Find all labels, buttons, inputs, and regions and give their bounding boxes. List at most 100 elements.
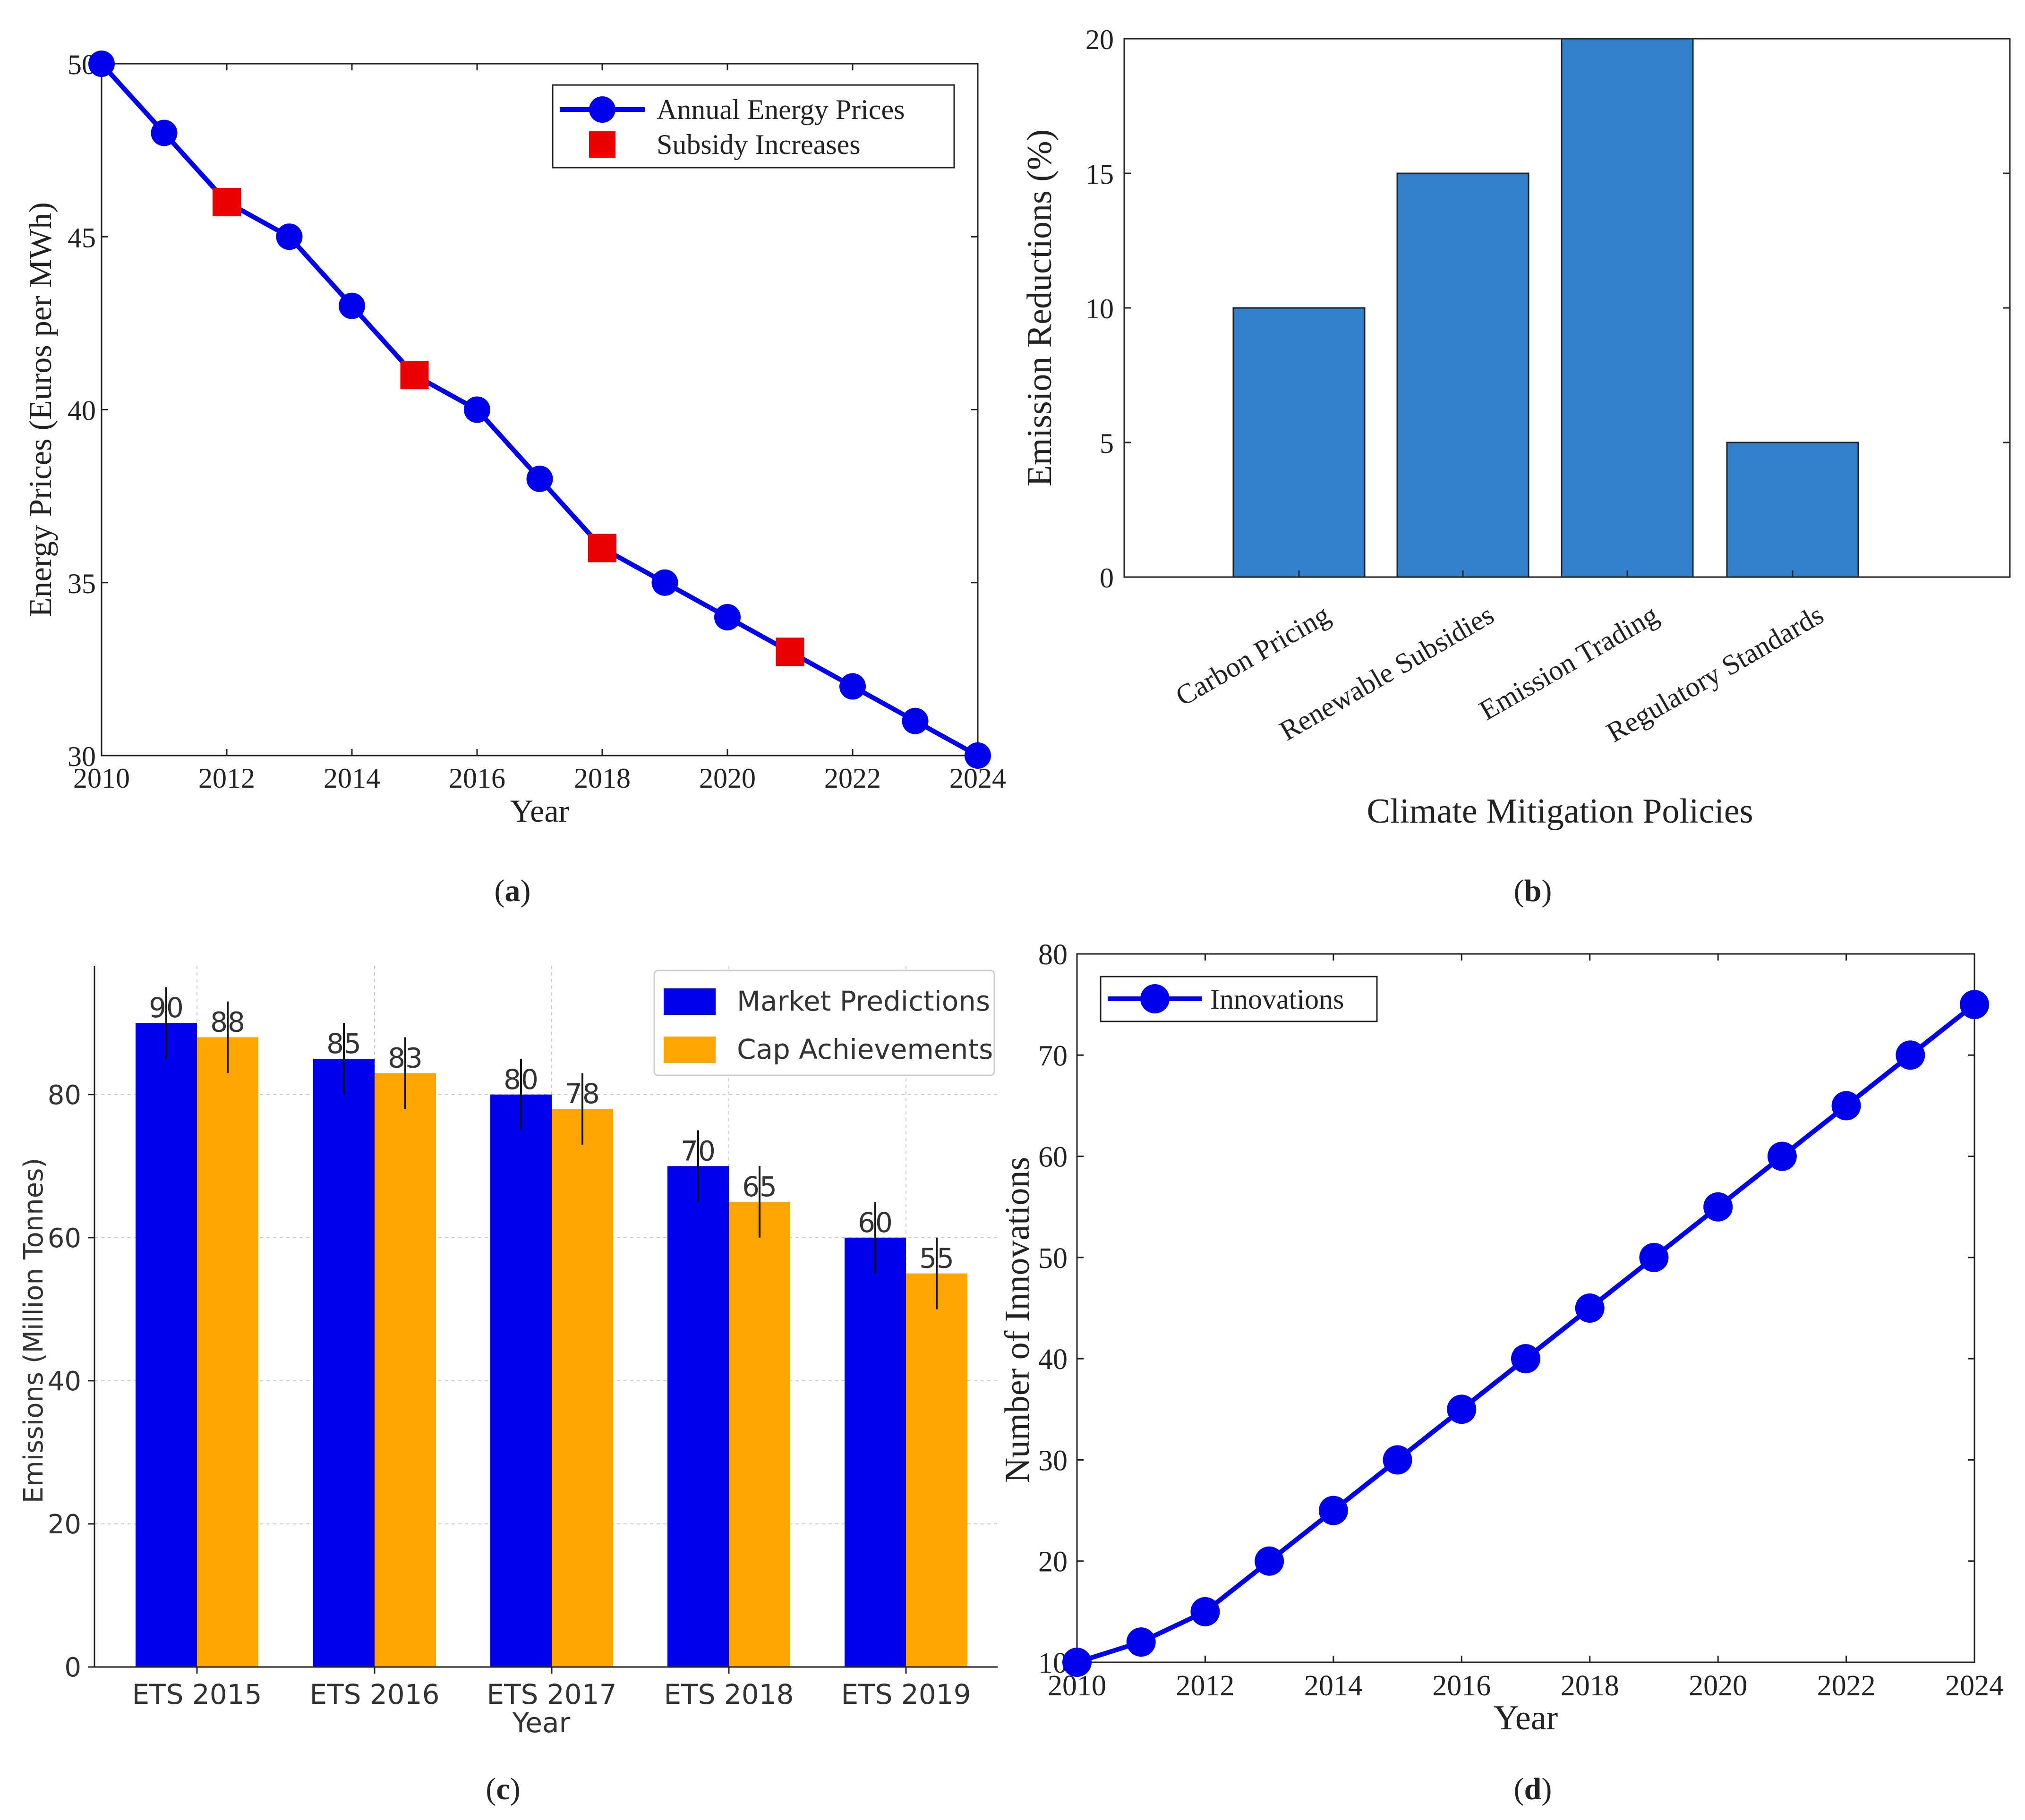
panel-c-data-label: 85 [326, 1028, 361, 1060]
panel-a-legend-label: Annual Energy Prices [657, 94, 905, 125]
panel-a-x-tick-label: 2020 [699, 763, 756, 794]
panel-c-x-tick-label: ETS 2016 [310, 1678, 440, 1710]
panel-c-legend-label: Cap Achievements [737, 1033, 993, 1065]
panel-d-legend-label: Innovations [1210, 984, 1344, 1015]
panel-a-legend-square-swatch [589, 131, 615, 158]
panel-c-y-tick-label: 20 [48, 1509, 81, 1540]
panel-c-y-tick-label: 40 [48, 1366, 81, 1397]
caption-d: (d) [1514, 1772, 1552, 1806]
panel-d-y-axis-title: Number of Innovations [998, 1157, 1037, 1483]
panel-d-y-tick-label: 60 [1038, 1141, 1068, 1174]
panel-c-x-tick-label: ETS 2015 [132, 1678, 262, 1710]
panel-a-subsidy-marker [213, 188, 241, 216]
panel-d-innovation-point [1767, 1141, 1797, 1171]
panel-d-innovation-point [1190, 1597, 1220, 1626]
panel-d-innovation-point [1960, 990, 1989, 1020]
panel-d-innovation-point [1703, 1192, 1733, 1222]
panel-d-innovation-point [1896, 1040, 1925, 1070]
panel-d-y-tick-label: 70 [1038, 1040, 1068, 1072]
panel-c-data-label: 83 [388, 1042, 423, 1074]
panel-d-x-tick-label: 2022 [1817, 1670, 1876, 1702]
panel-a-y-tick-label: 35 [68, 568, 96, 599]
panel-c-legend-label: Market Predictions [737, 985, 990, 1017]
panel-b-bar [1561, 38, 1694, 578]
panel-a-x-axis-title: Year [510, 793, 570, 829]
panel-d-innovation-point [1511, 1344, 1540, 1374]
panel-d-x-tick-label: 2016 [1432, 1670, 1491, 1702]
panel-c-data-label: 80 [504, 1063, 538, 1096]
panel-d-y-tick-label: 40 [1038, 1344, 1068, 1376]
panel-c-bar-cap-achievement [729, 1202, 790, 1667]
panel-c-legend-swatch-orange [664, 1037, 716, 1063]
panel-a-legend-circle-swatch [589, 96, 615, 123]
panel-c-bar-market-prediction [845, 1237, 906, 1667]
panel-a-x-tick-label: 2014 [324, 763, 380, 794]
panel-d-innovation-point [1575, 1293, 1605, 1323]
panel-c-bar-market-prediction [136, 1023, 197, 1667]
panel-c-data-label: 78 [565, 1078, 600, 1110]
panel-d-x-tick-label: 2014 [1304, 1670, 1363, 1702]
panel-d-innovation-point [1639, 1242, 1669, 1272]
panel-c-y-tick-label: 0 [64, 1652, 81, 1683]
panel-b-y-axis-title: Emission Reductions (%) [1020, 129, 1059, 486]
panel-b-bar [1726, 442, 1859, 578]
panel-b-bar [1232, 307, 1366, 578]
panel-c-emissions-bar-chart: 90 85 80 70 60 88 83 78 65 55 0 20 40 60 80 ETS 2015 ETS… [18, 966, 998, 1739]
panel-d-innovation-point [1062, 1648, 1092, 1677]
panel-c-data-label: 88 [210, 1006, 245, 1038]
panel-a-price-point [526, 466, 553, 492]
panel-a-y-tick-label: 45 [68, 222, 96, 253]
panel-d-legend-circle-swatch [1140, 984, 1170, 1013]
panel-d-x-tick-label: 2020 [1689, 1670, 1747, 1702]
panel-a-x-tick-label: 2012 [198, 763, 255, 794]
caption-a: (a) [495, 874, 531, 908]
panel-a-price-point [839, 673, 866, 700]
panel-d-legend-box [1100, 976, 1378, 1022]
panel-d-innovations-chart: 2010 2012 2014 2016 2018 2020 2022 202410203040… [998, 939, 2004, 1737]
panel-c-y-tick-label: 80 [48, 1080, 81, 1111]
panel-d-innovation-point [1126, 1627, 1156, 1657]
panel-a-price-point [965, 742, 991, 769]
panel-d-y-tick-label: 80 [1038, 939, 1068, 971]
panel-b-y-tick-label: 20 [1085, 24, 1114, 55]
panel-c-bar-market-prediction [313, 1058, 375, 1667]
panel-a-price-point [339, 292, 365, 319]
panel-d-innovation-point [1318, 1496, 1348, 1525]
panel-c-bar-cap-achievement [197, 1037, 258, 1667]
panel-b-y-tick-label: 5 [1100, 428, 1114, 459]
panel-b-y-tick-label: 0 [1100, 562, 1114, 594]
panel-c-y-tick-label: 60 [48, 1223, 81, 1254]
panel-d-innovation-point [1447, 1395, 1477, 1424]
panel-c-legend-swatch-blue [664, 988, 716, 1015]
panel-c-bar-market-prediction [490, 1094, 552, 1667]
panel-c-data-label: 65 [742, 1171, 777, 1203]
panel-a-subsidy-marker [776, 638, 804, 666]
panel-c-x-tick-label: ETS 2019 [841, 1678, 971, 1710]
panel-a-subsidy-marker [588, 534, 616, 562]
panel-a-price-point [88, 51, 115, 77]
panel-a-price-point [651, 569, 678, 596]
panel-c-bar-market-prediction [667, 1166, 729, 1667]
caption-b: (b) [1514, 874, 1552, 908]
panel-c-data-label: 55 [919, 1242, 954, 1275]
panel-d-y-tick-label: 30 [1038, 1445, 1068, 1477]
panel-c-bar-cap-achievement [906, 1273, 967, 1667]
panel-a-y-tick-label: 40 [68, 395, 96, 426]
panel-a-price-point [714, 604, 741, 630]
panel-d-x-tick-label: 2018 [1561, 1670, 1619, 1702]
panel-a-price-point [151, 119, 178, 146]
panel-a-x-tick-label: 2010 [73, 763, 130, 794]
panel-c-bar-cap-achievement [552, 1109, 613, 1667]
panel-b-y-tick-label: 10 [1085, 293, 1114, 324]
panel-d-plot-frame [1076, 953, 1975, 1663]
panel-a-x-tick-label: 2016 [449, 763, 505, 794]
panel-d-y-tick-label: 50 [1038, 1242, 1068, 1275]
panel-d-x-tick-label: 2024 [1945, 1670, 2004, 1702]
panel-c-data-label: 70 [681, 1135, 716, 1167]
panel-a-price-point [902, 707, 929, 734]
panel-c-x-tick-label: ETS 2017 [487, 1678, 617, 1710]
panel-b-x-axis-title: Climate Mitigation Policies [1367, 792, 1753, 831]
